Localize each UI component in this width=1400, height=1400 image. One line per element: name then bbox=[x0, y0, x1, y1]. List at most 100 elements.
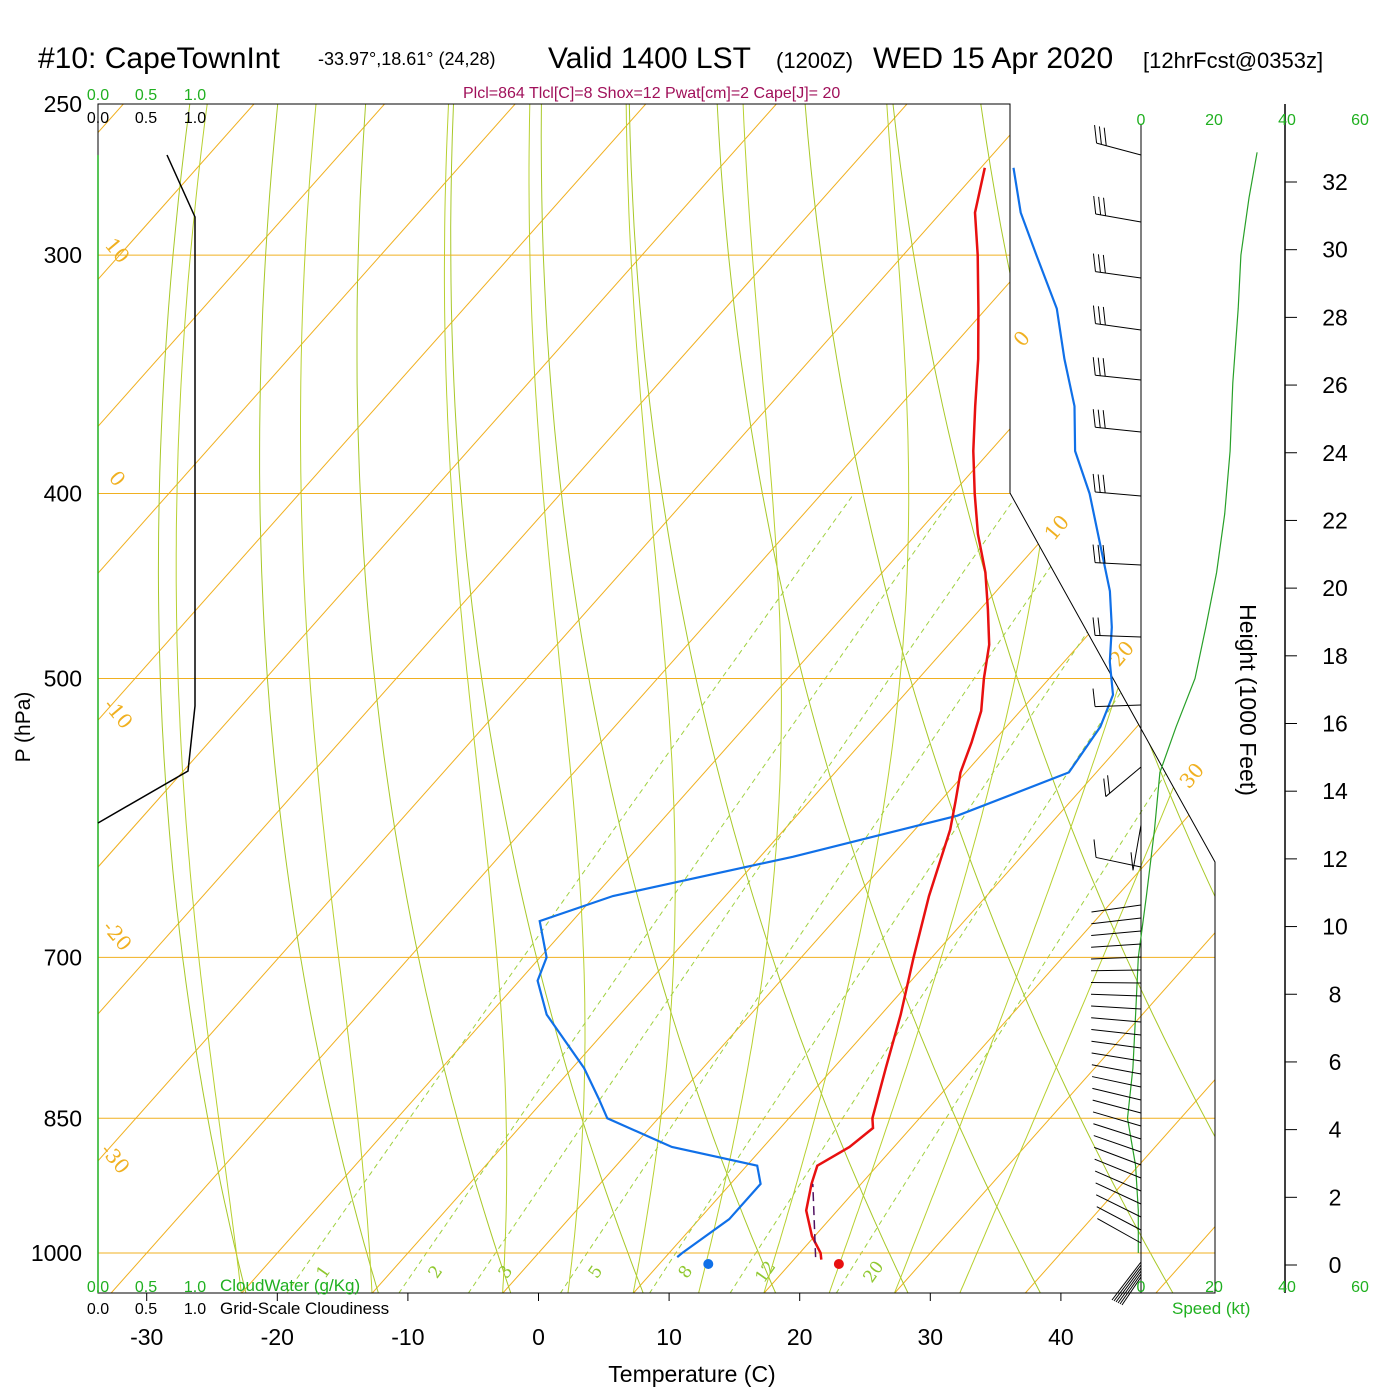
speed-bottom-tick: 40 bbox=[1278, 1279, 1296, 1296]
barb-flag bbox=[1092, 357, 1096, 376]
wind-barb bbox=[1091, 930, 1142, 936]
speed-top-tick: 40 bbox=[1278, 112, 1296, 129]
cloudwater-bottom-tick: 0.0 bbox=[87, 1279, 109, 1296]
barb-staff bbox=[1095, 704, 1142, 708]
wind-barb bbox=[1092, 1099, 1142, 1114]
isotherm bbox=[1024, 104, 1215, 1293]
cloudwater-bottom-tick: 1.0 bbox=[184, 1279, 206, 1296]
pressure-tick-label: 300 bbox=[44, 242, 82, 268]
cloudiness-bottom-tick: 1.0 bbox=[184, 1301, 206, 1318]
cloudwater-top-tick: 0.5 bbox=[135, 87, 157, 104]
wind-barb bbox=[1117, 1270, 1142, 1304]
isotherm bbox=[1155, 104, 1215, 1293]
temp-tick-label: 0 bbox=[532, 1324, 545, 1350]
height-axis-title: Height (1000 Feet) bbox=[1235, 604, 1261, 796]
height-tick-label: 26 bbox=[1322, 372, 1348, 398]
wind-barb bbox=[1091, 1028, 1142, 1036]
barb-staff bbox=[1095, 856, 1142, 868]
mixing-ratio-label: 20 bbox=[860, 1258, 889, 1287]
isotherm bbox=[1287, 104, 1400, 1293]
barb-flag bbox=[1097, 306, 1101, 325]
barb-staff bbox=[1105, 766, 1142, 797]
barb-staff bbox=[1111, 1261, 1142, 1301]
wind-barbs bbox=[1090, 125, 1142, 1306]
wind-barb bbox=[1092, 357, 1142, 381]
barb-staff bbox=[1132, 824, 1142, 871]
wind-barb bbox=[1113, 1264, 1142, 1302]
height-tick-label: 2 bbox=[1329, 1184, 1342, 1210]
y-axis-title: P (hPa) bbox=[12, 692, 35, 763]
barb-staff bbox=[1119, 1273, 1142, 1305]
station-coords: -33.97°,18.61° (24,28) bbox=[318, 49, 496, 69]
isotherm bbox=[371, 104, 1215, 1293]
wind-barb bbox=[1130, 824, 1142, 871]
temp-tick-label: 20 bbox=[787, 1324, 813, 1350]
surface-temperature-marker bbox=[833, 1259, 844, 1269]
barb-staff bbox=[1091, 1076, 1142, 1088]
barb-flag bbox=[1097, 617, 1101, 636]
barb-staff bbox=[1092, 1111, 1142, 1127]
mixing-ratio-label: 2 bbox=[425, 1262, 448, 1282]
barb-flag bbox=[1092, 305, 1096, 324]
wind-barb bbox=[1091, 943, 1142, 948]
valid-date: WED 15 Apr 2020 bbox=[873, 42, 1113, 75]
plot-frame bbox=[97, 103, 1286, 1294]
barb-staff bbox=[1091, 1052, 1142, 1062]
mixing-ratio-line bbox=[559, 493, 1102, 1293]
pressure-tick-label: 1000 bbox=[31, 1240, 82, 1266]
barb-staff bbox=[1095, 1194, 1142, 1218]
mixing-ratio-label: 12 bbox=[752, 1258, 781, 1287]
wind-barb bbox=[1092, 305, 1142, 331]
isotherm-label: 30 bbox=[1174, 758, 1209, 793]
mixing-ratio-label: 8 bbox=[675, 1262, 698, 1282]
wind-barb bbox=[1111, 1261, 1142, 1301]
height-tick-label: 18 bbox=[1322, 643, 1348, 669]
cloudwater-bottom-tick: 0.5 bbox=[135, 1279, 157, 1296]
wind-barb bbox=[1092, 1111, 1142, 1127]
moist-adiabat bbox=[698, 104, 782, 1293]
wind-barb bbox=[1115, 1267, 1142, 1303]
isotherm-label: -20 bbox=[98, 915, 137, 955]
barb-staff bbox=[1094, 1158, 1142, 1179]
barb-staff bbox=[1095, 271, 1142, 279]
barb-staff bbox=[1092, 1087, 1142, 1101]
barb-staff bbox=[1091, 943, 1142, 948]
barb-staff bbox=[1093, 1135, 1142, 1153]
wind-barb bbox=[1094, 1158, 1142, 1179]
dry-adiabat bbox=[540, 104, 777, 1293]
pressure-tick-label: 400 bbox=[44, 481, 82, 507]
x-axis-title: Temperature (C) bbox=[608, 1361, 775, 1387]
height-tick-label: 32 bbox=[1322, 169, 1348, 195]
height-tick-label: 28 bbox=[1322, 304, 1348, 330]
barb-staff bbox=[1090, 981, 1142, 984]
wind-barb bbox=[1093, 1135, 1142, 1153]
temp-tick-label: 30 bbox=[918, 1324, 944, 1350]
mixing-ratio-line bbox=[286, 493, 855, 1293]
barb-flag bbox=[1097, 357, 1101, 376]
wind-barb bbox=[1093, 195, 1142, 223]
barb-staff bbox=[1091, 917, 1142, 925]
isotherm bbox=[110, 104, 1169, 1293]
isotherm-label: -30 bbox=[96, 1138, 135, 1178]
barb-staff bbox=[1091, 1040, 1142, 1049]
wind-barb bbox=[1095, 1182, 1142, 1205]
wind-barb bbox=[1091, 1064, 1142, 1075]
barb-flag bbox=[1092, 473, 1096, 493]
mixing-ratio-line bbox=[467, 493, 1019, 1293]
barb-staff bbox=[1095, 426, 1142, 433]
height-tick-label: 10 bbox=[1322, 914, 1348, 940]
height-tick-label: 8 bbox=[1329, 981, 1342, 1007]
dry-adiabat bbox=[1062, 104, 1215, 1293]
wind-barb bbox=[1094, 1170, 1142, 1192]
barb-flag bbox=[1102, 545, 1106, 564]
barb-flag bbox=[1102, 358, 1106, 377]
height-tick-label: 22 bbox=[1322, 507, 1348, 533]
wind-barb bbox=[1091, 1052, 1142, 1062]
isotherm bbox=[98, 104, 777, 1293]
indices-line: Plcl=864 Tlcl[C]=8 Shox=12 Pwat[cm]=2 Ca… bbox=[463, 85, 840, 102]
height-tick-label: 30 bbox=[1322, 237, 1348, 263]
barb-flag bbox=[1093, 195, 1097, 215]
forecast-info: [12hrFcst@0353z] bbox=[1143, 48, 1323, 73]
cloudwater-label: CloudWater (g/Kg) bbox=[220, 1276, 360, 1295]
